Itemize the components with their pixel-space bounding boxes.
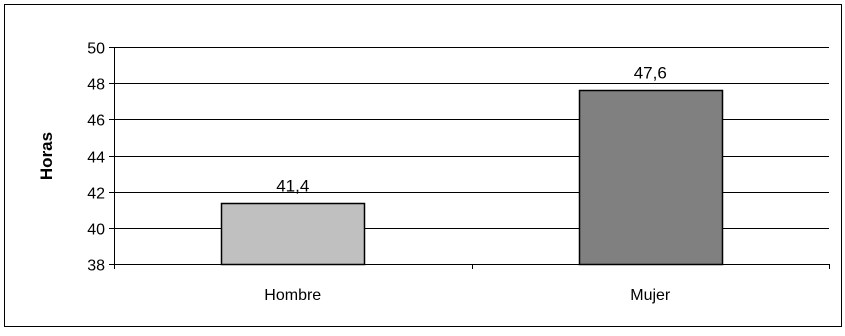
x-tick-label: Mujer [630, 287, 671, 304]
axes: 38 40 42 44 46 48 50 Hombre Mujer [87, 41, 830, 304]
data-label: 41,4 [276, 177, 309, 196]
y-tick-label: 48 [87, 77, 105, 94]
y-tick-label: 44 [87, 150, 105, 167]
y-tick-label: 38 [87, 258, 105, 275]
y-axis-title: Horas [37, 132, 56, 180]
y-tick-label: 46 [87, 113, 105, 130]
y-tick-label: 50 [87, 41, 105, 58]
data-label: 47,6 [634, 64, 667, 83]
y-tick-label: 42 [87, 186, 105, 203]
x-tick-label: Hombre [264, 287, 321, 304]
bar-hombre [220, 202, 366, 266]
bars: 41,4 47,6 [220, 64, 724, 266]
y-tick-label: 40 [87, 222, 105, 239]
bar-mujer [578, 89, 724, 266]
